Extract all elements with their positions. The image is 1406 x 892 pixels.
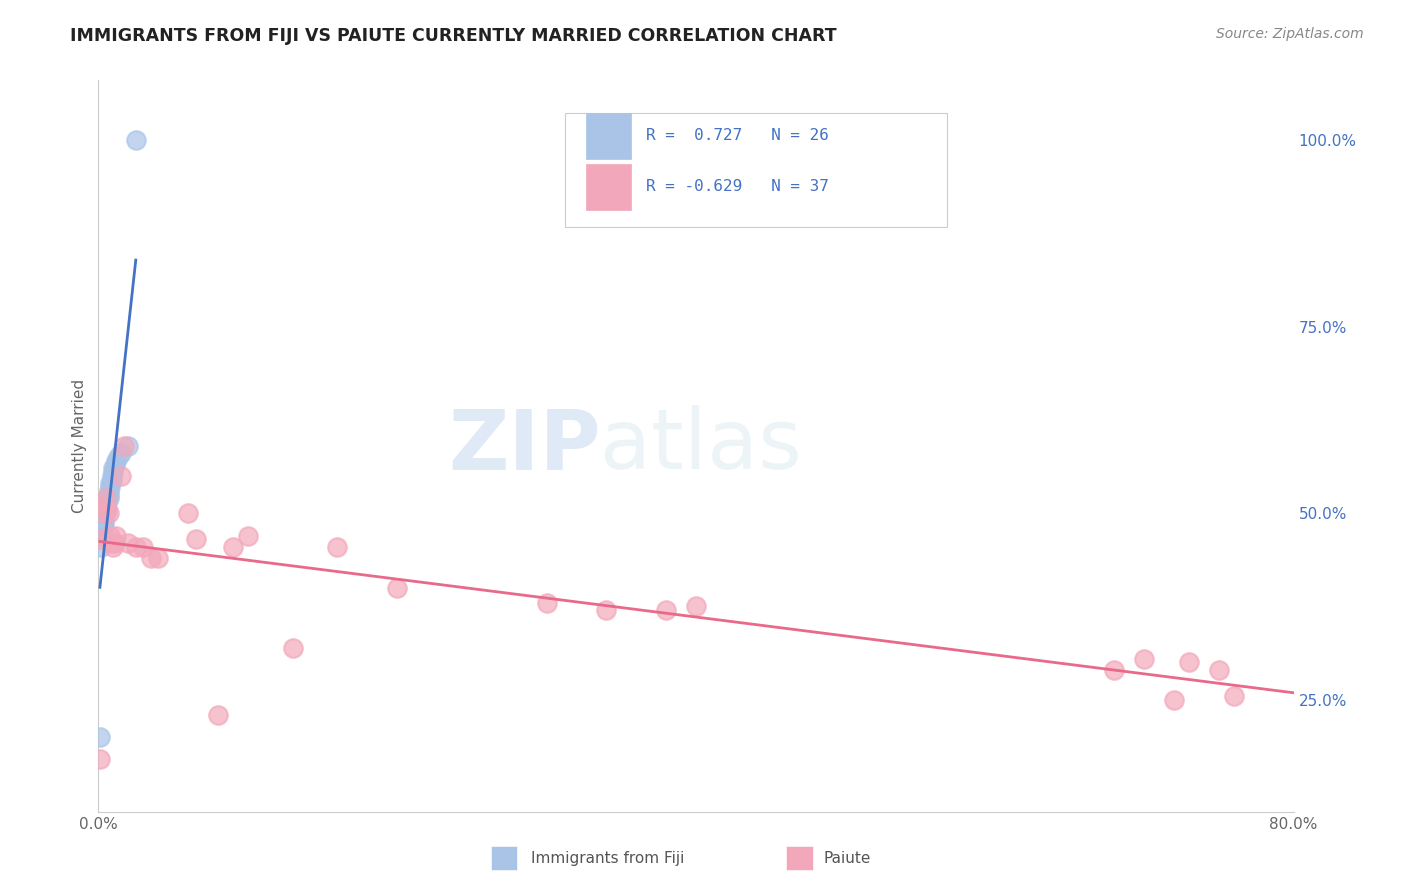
Bar bbox=[586, 164, 631, 210]
Point bbox=[103, 540, 125, 554]
Point bbox=[148, 551, 170, 566]
Point bbox=[177, 506, 200, 520]
Point bbox=[97, 491, 120, 506]
Point bbox=[222, 540, 245, 554]
Point bbox=[96, 491, 118, 506]
Point bbox=[104, 458, 127, 472]
Text: Source: ZipAtlas.com: Source: ZipAtlas.com bbox=[1216, 27, 1364, 41]
Point bbox=[326, 540, 349, 554]
Point bbox=[103, 465, 125, 479]
Point bbox=[97, 506, 120, 520]
Y-axis label: Currently Married: Currently Married bbox=[72, 379, 87, 513]
Point bbox=[1208, 663, 1230, 677]
Point bbox=[184, 533, 207, 547]
Point bbox=[97, 483, 120, 498]
Point bbox=[1178, 656, 1201, 670]
Point bbox=[89, 730, 111, 744]
Point bbox=[94, 502, 117, 516]
Point bbox=[281, 640, 304, 655]
Point bbox=[91, 521, 114, 535]
Point bbox=[110, 468, 132, 483]
Point bbox=[117, 439, 139, 453]
Point bbox=[1104, 663, 1126, 677]
Point bbox=[90, 540, 112, 554]
Point bbox=[93, 499, 115, 513]
Text: Immigrants from Fiji: Immigrants from Fiji bbox=[531, 851, 685, 866]
Point bbox=[103, 461, 125, 475]
Point bbox=[90, 533, 112, 547]
Point bbox=[685, 599, 707, 614]
Point bbox=[98, 480, 122, 494]
Point bbox=[139, 551, 162, 566]
Point bbox=[1133, 651, 1156, 665]
Point bbox=[101, 468, 124, 483]
Point bbox=[117, 536, 139, 550]
Point bbox=[93, 514, 115, 528]
Point bbox=[105, 454, 128, 468]
Text: R = -0.629   N = 37: R = -0.629 N = 37 bbox=[645, 179, 828, 194]
Point bbox=[1223, 689, 1246, 703]
Point bbox=[112, 439, 135, 453]
Point bbox=[385, 581, 409, 595]
Point bbox=[89, 752, 111, 766]
Point bbox=[207, 707, 229, 722]
Text: Paiute: Paiute bbox=[824, 851, 872, 866]
Point bbox=[655, 603, 678, 617]
Text: ZIP: ZIP bbox=[449, 406, 600, 486]
Point bbox=[93, 517, 115, 532]
Point bbox=[125, 540, 148, 554]
Point bbox=[94, 499, 117, 513]
Text: IMMIGRANTS FROM FIJI VS PAIUTE CURRENTLY MARRIED CORRELATION CHART: IMMIGRANTS FROM FIJI VS PAIUTE CURRENTLY… bbox=[70, 27, 837, 45]
Text: R =  0.727   N = 26: R = 0.727 N = 26 bbox=[645, 128, 828, 144]
Point bbox=[91, 506, 114, 520]
Point bbox=[595, 603, 617, 617]
Point bbox=[125, 133, 148, 147]
Point bbox=[98, 528, 122, 542]
Point bbox=[1163, 692, 1185, 706]
FancyBboxPatch shape bbox=[565, 113, 948, 227]
Point bbox=[98, 476, 122, 491]
Point bbox=[107, 450, 129, 465]
Point bbox=[105, 528, 128, 542]
Point bbox=[536, 596, 558, 610]
Point bbox=[96, 495, 118, 509]
Point bbox=[97, 487, 120, 501]
Point bbox=[91, 528, 114, 542]
Point bbox=[236, 528, 259, 542]
Text: atlas: atlas bbox=[600, 406, 801, 486]
Point bbox=[94, 506, 117, 520]
Point bbox=[132, 540, 155, 554]
Point bbox=[96, 502, 118, 516]
Point bbox=[101, 536, 124, 550]
Point bbox=[94, 491, 117, 506]
Bar bbox=[586, 113, 631, 159]
Point bbox=[104, 536, 127, 550]
Point bbox=[101, 473, 124, 487]
Point bbox=[110, 446, 132, 460]
